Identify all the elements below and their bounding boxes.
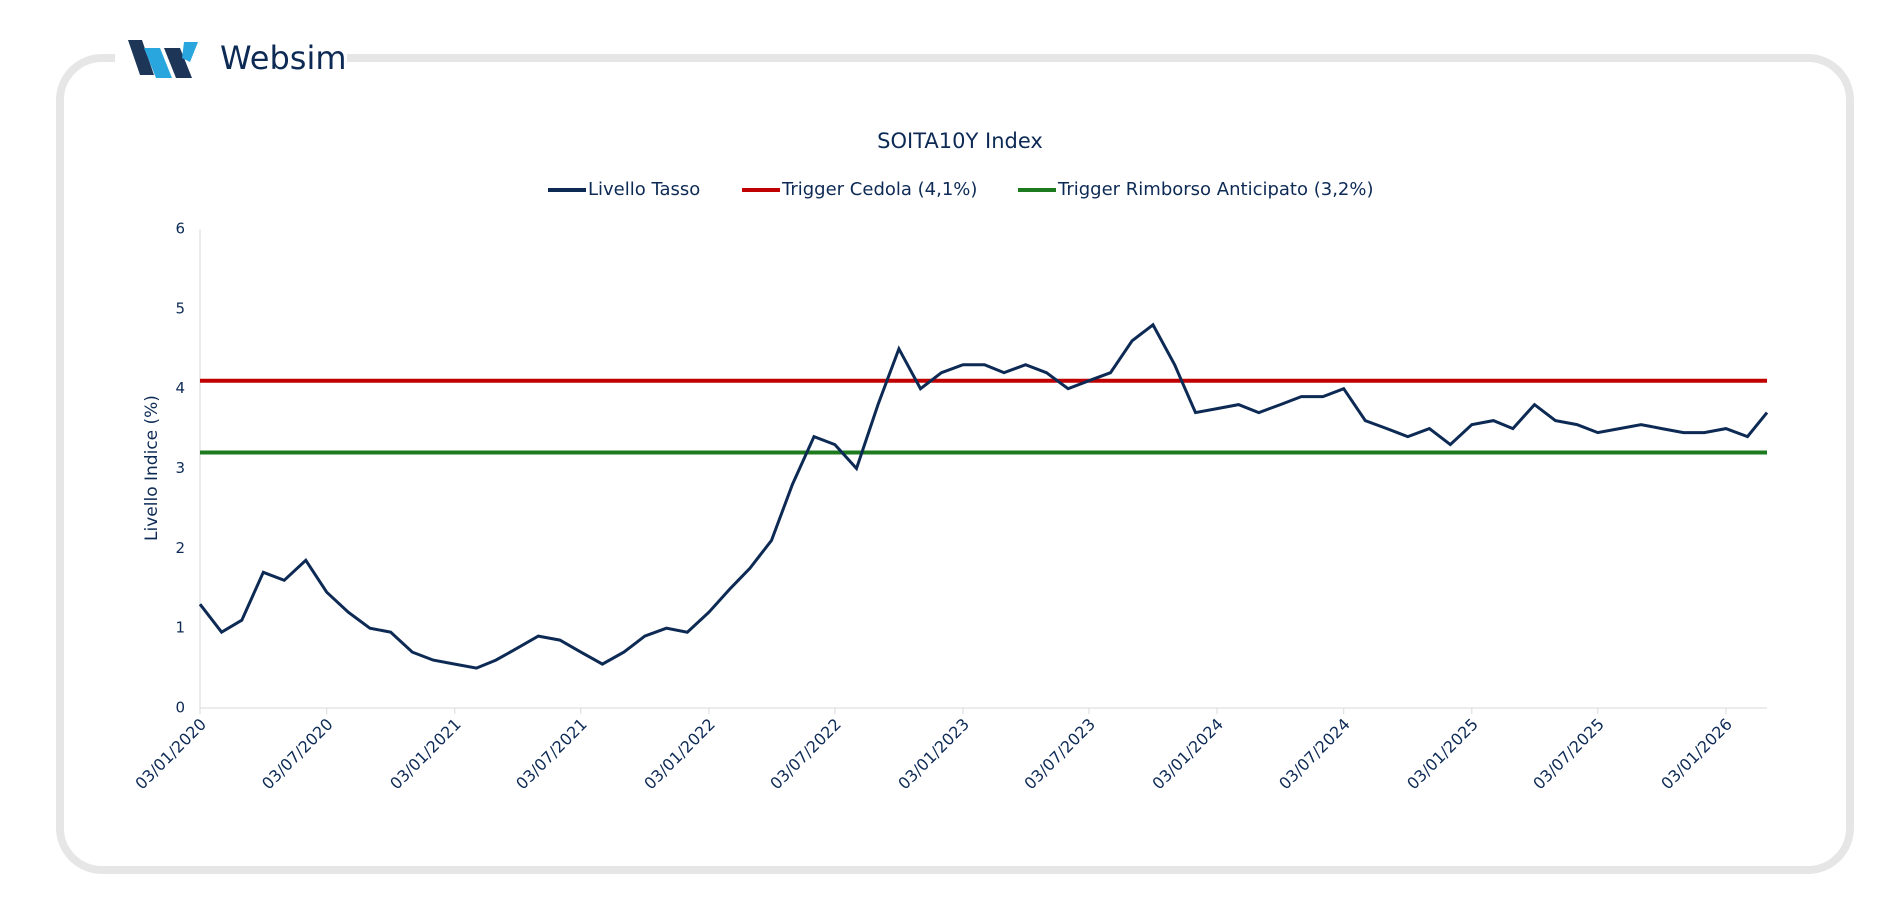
y-tick-label: 4 (175, 379, 185, 397)
logo (128, 40, 198, 78)
frame (56, 54, 1854, 874)
y-tick-label: 5 (175, 299, 185, 317)
legend-label: Trigger Cedola (4,1%) (781, 179, 977, 200)
y-tick-label: 6 (175, 220, 185, 238)
y-axis-label: Livello Indice (%) (142, 395, 162, 541)
y-tick-label: 1 (175, 619, 185, 637)
legend-label: Livello Tasso (588, 179, 700, 200)
legend-label: Trigger Rimborso Anticipato (3,2%) (1057, 179, 1374, 200)
y-tick-label: 0 (175, 699, 185, 717)
y-tick-label: 3 (175, 459, 185, 477)
chart-title: SOITA10Y Index (877, 129, 1043, 153)
y-tick-label: 2 (175, 539, 185, 557)
series-line (198, 322, 1769, 670)
brand: Websim (220, 39, 347, 77)
